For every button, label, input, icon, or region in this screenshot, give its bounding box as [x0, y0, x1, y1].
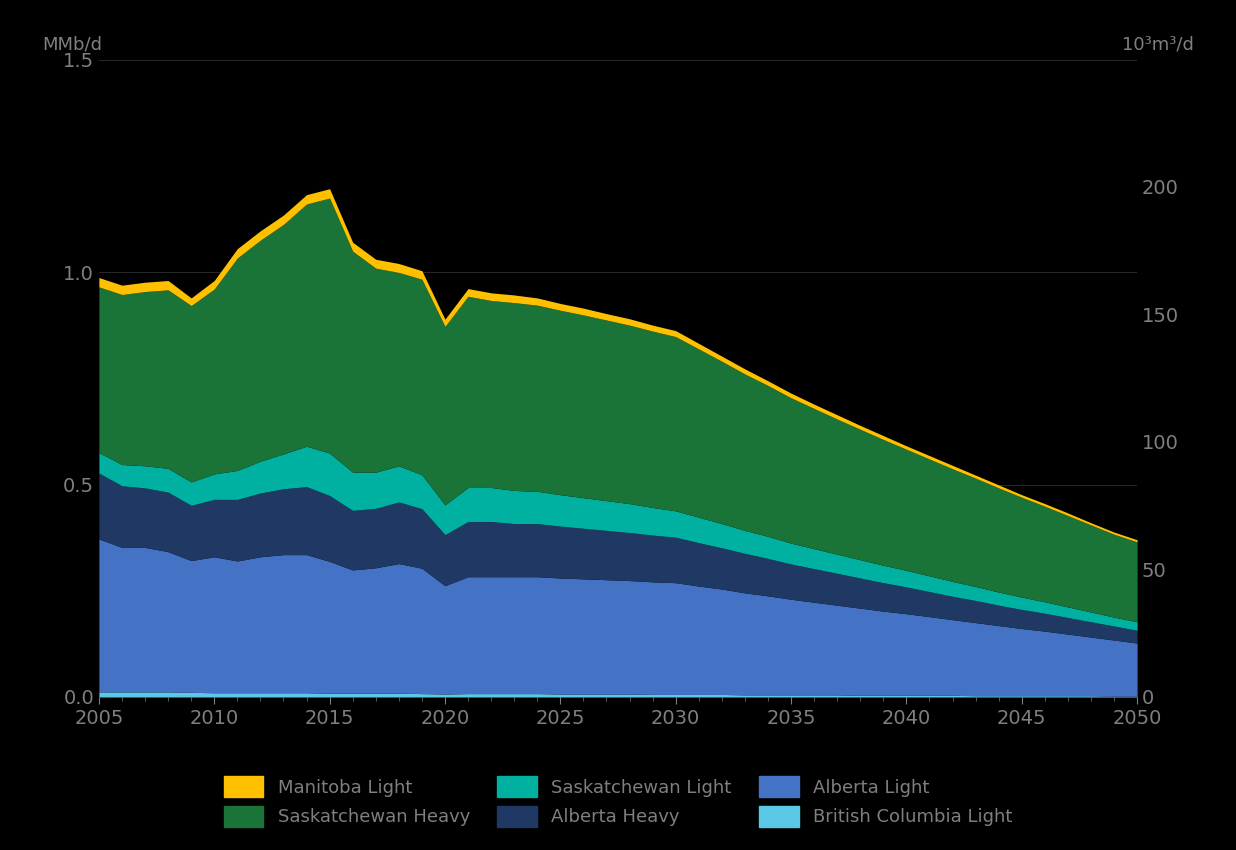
Legend: Manitoba Light, Saskatchewan Heavy, Saskatchewan Light, Alberta Heavy, Alberta L: Manitoba Light, Saskatchewan Heavy, Sask…: [224, 776, 1012, 827]
Text: 10³m³/d: 10³m³/d: [1122, 35, 1194, 54]
Text: MMb/d: MMb/d: [42, 35, 101, 54]
